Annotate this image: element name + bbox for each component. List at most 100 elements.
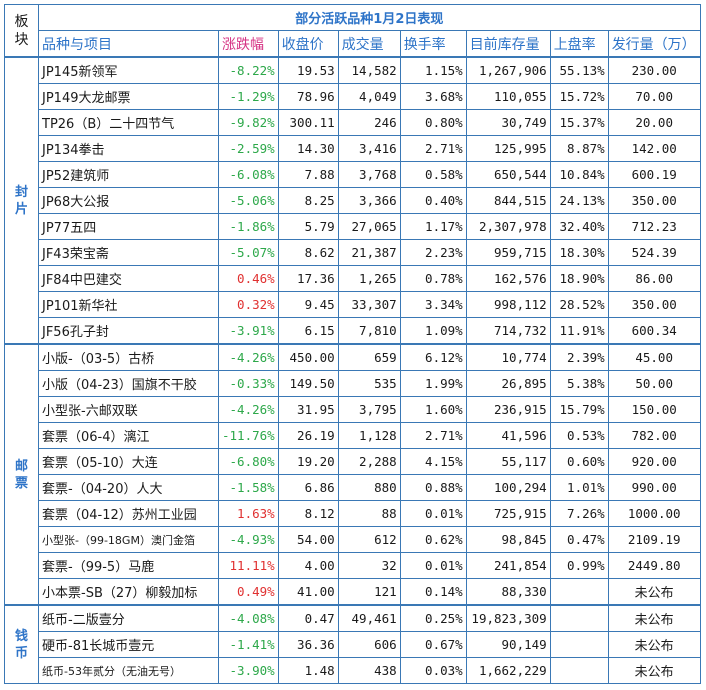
issue-cell: 142.00 [607,135,701,162]
volume-cell: 27,065 [337,213,401,240]
issue-cell: 20.00 [607,109,701,136]
section-label: 钱币 [4,604,39,684]
table-row: 套票-（99-5）马鹿 11.11% 4.00 32 0.01% 241,854 0.99%… [5,552,701,579]
turnover-cell: 4.15% [399,448,467,475]
change-cell: -1.29% [218,83,279,110]
change-cell: -8.22% [218,56,279,84]
change-cell: -4.93% [218,526,279,553]
stock-cell: 19,823,309 [465,604,551,632]
stock-cell: 98,845 [465,526,551,553]
close-cell: 0.47 [277,604,339,632]
close-cell: 8.62 [277,239,339,266]
close-cell: 6.15 [277,317,339,345]
close-cell: 41.00 [277,578,339,606]
stock-cell: 1,662,229 [465,657,551,684]
change-cell: -9.82% [218,109,279,136]
close-cell: 4.00 [277,552,339,579]
close-cell: 149.50 [277,370,339,397]
change-cell: -4.08% [218,604,279,632]
stock-cell: 41,596 [465,422,551,449]
issue-cell: 未公布 [607,657,701,684]
close-cell: 8.25 [277,187,339,214]
column-header: 换手率 [399,30,467,58]
item-name: 硬币-81长城币壹元 [38,631,219,658]
change-cell: 11.11% [218,552,279,579]
close-cell: 14.30 [277,135,339,162]
table-row: JP68大公报 -5.06% 8.25 3,366 0.40% 844,515 24.13%… [5,187,701,214]
change-cell: 0.32% [218,291,279,318]
stock-cell: 26,895 [465,370,551,397]
turnover-cell: 0.67% [399,631,467,658]
volume-cell: 612 [337,526,401,553]
issue-cell: 70.00 [607,83,701,110]
turnover-cell: 0.78% [399,265,467,292]
table-row: 封片 JP145新领军 -8.22% 19.53 14,582 1.15% 1,267,90… [4,56,701,345]
stock-cell: 236,915 [465,396,551,423]
listing-cell: 1.01% [549,474,609,501]
stock-cell: 110,055 [465,83,551,110]
stock-cell: 241,854 [465,552,551,579]
item-name: 套票（04-12）苏州工业园 [38,500,219,527]
change-cell: -3.90% [218,657,279,684]
table-row: JP149大龙邮票 -1.29% 78.96 4,049 3.68% 110,055 15.… [5,83,701,110]
volume-cell: 3,366 [337,187,401,214]
change-cell: -2.59% [218,135,279,162]
table-row: JF43荣宝斋 -5.07% 8.62 21,387 2.23% 959,715 18.30… [5,239,701,266]
volume-cell: 3,768 [337,161,401,188]
listing-cell: 32.40% [549,213,609,240]
turnover-cell: 1.17% [399,213,467,240]
volume-cell: 4,049 [337,83,401,110]
change-cell: -1.41% [218,631,279,658]
listing-cell: 0.47% [549,526,609,553]
listing-cell: 10.84% [549,161,609,188]
change-cell: 0.49% [218,578,279,606]
item-name: 套票-（99-5）马鹿 [38,552,219,579]
table-row: 小本票-SB（27）柳毅加标 0.49% 41.00 121 0.14% 88,330 未公… [5,578,701,606]
close-cell: 6.86 [277,474,339,501]
column-header: 收盘价 [277,30,339,58]
issue-cell: 712.23 [607,213,701,240]
close-cell: 19.53 [277,56,339,84]
listing-cell: 0.99% [549,552,609,579]
volume-cell: 2,288 [337,448,401,475]
table-row: 小版（04-23）国旗不干胶 -0.33% 149.50 535 1.99% 26,895… [5,370,701,397]
issue-cell: 600.34 [607,317,701,345]
item-name: 套票（06-4）漓江 [38,422,219,449]
turnover-cell: 0.01% [399,552,467,579]
listing-cell: 0.60% [549,448,609,475]
stock-cell: 55,117 [465,448,551,475]
listing-cell: 24.13% [549,187,609,214]
issue-cell: 45.00 [607,343,701,371]
change-cell: -6.08% [218,161,279,188]
table-row: 硬币-81长城币壹元 -1.41% 36.36 606 0.67% 90,149 未公布 [5,631,701,658]
turnover-cell: 2.23% [399,239,467,266]
stock-cell: 125,995 [465,135,551,162]
turnover-cell: 1.60% [399,396,467,423]
volume-cell: 21,387 [337,239,401,266]
issue-cell: 524.39 [607,239,701,266]
table-row: 邮票小版-（03-5）古桥 -4.26% 450.00 659 6.12% 10,774 2… [4,343,701,606]
issue-cell: 600.19 [607,161,701,188]
listing-cell: 18.90% [549,265,609,292]
issue-cell: 350.00 [607,291,701,318]
stock-cell: 725,915 [465,500,551,527]
table-row: JF84中巴建交 0.46% 17.36 1,265 0.78% 162,576 18.90… [5,265,701,292]
turnover-cell: 1.15% [399,56,467,84]
stock-cell: 10,774 [465,343,551,371]
listing-cell: 0.53% [549,422,609,449]
stock-cell: 714,732 [465,317,551,345]
issue-cell: 2109.19 [607,526,701,553]
stock-cell: 30,749 [465,109,551,136]
issue-cell: 782.00 [607,422,701,449]
header-row: 品种与项目 涨跌幅 收盘价 成交量 换手率 目前库存量 上盘率 发行量（万） [5,30,701,58]
table-row: JP52建筑师 -6.08% 7.88 3,768 0.58% 650,544 10.84%… [5,161,701,188]
column-header: 目前库存量 [465,30,551,58]
turnover-cell: 0.03% [399,657,467,684]
issue-cell: 未公布 [607,578,701,606]
item-name: 小版（04-23）国旗不干胶 [38,370,219,397]
listing-cell: 15.79% [549,396,609,423]
item-name: JF56孔子封 [38,317,219,345]
volume-cell: 438 [337,657,401,684]
listing-cell: 15.72% [549,83,609,110]
volume-cell: 246 [337,109,401,136]
